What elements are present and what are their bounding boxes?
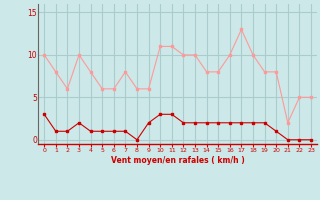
X-axis label: Vent moyen/en rafales ( km/h ): Vent moyen/en rafales ( km/h ) xyxy=(111,156,244,165)
